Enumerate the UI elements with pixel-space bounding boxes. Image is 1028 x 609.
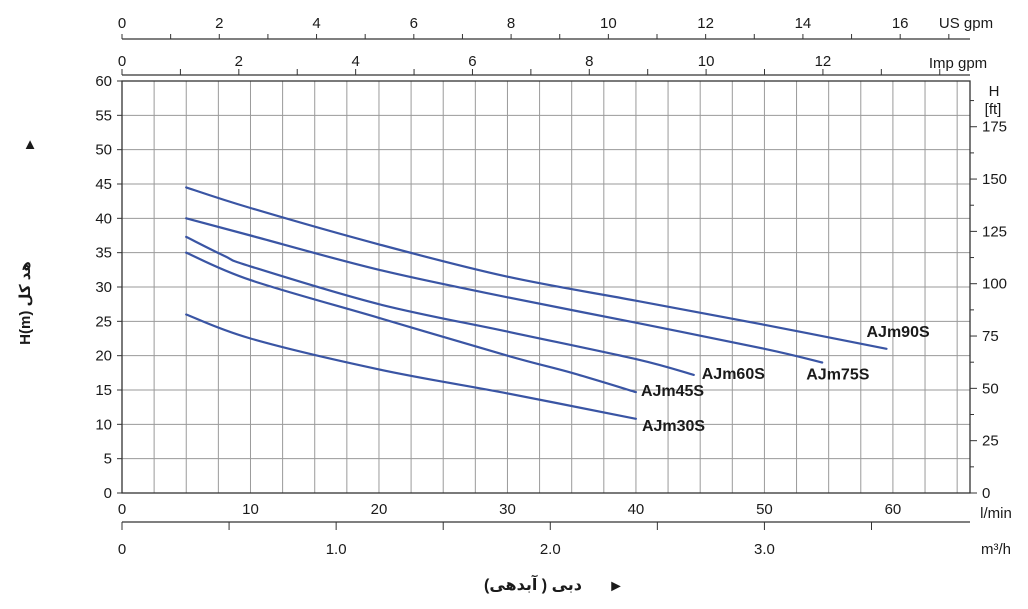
x-tick-label: 40 xyxy=(628,501,645,518)
impgpm-tick-label: 4 xyxy=(351,53,359,70)
usgpm-tick-label: 10 xyxy=(600,15,617,32)
y-tick-label: 20 xyxy=(95,348,112,365)
x-tick-label: 30 xyxy=(499,501,516,518)
usgpm-tick-label: 4 xyxy=(312,15,320,32)
y-tick-label: 5 xyxy=(104,451,112,468)
impgpm-tick-label: 0 xyxy=(118,53,126,70)
x-tick-label: 20 xyxy=(371,501,388,518)
usgpm-tick-label: 16 xyxy=(892,15,909,32)
y-axis-arrow-icon: ▲ xyxy=(23,136,38,153)
y-right-unit-h: H xyxy=(989,83,1000,100)
y-right-tick-label: 0 xyxy=(982,485,990,502)
m3h-tick-label: 0 xyxy=(118,541,126,558)
impgpm-tick-label: 10 xyxy=(698,53,715,70)
series-label-ajm30s: AJm30S xyxy=(642,418,705,435)
x-tick-label: 60 xyxy=(885,501,902,518)
y-tick-label: 15 xyxy=(95,382,112,399)
m3h-unit-label: m³/h xyxy=(981,541,1011,558)
y-tick-label: 25 xyxy=(95,313,112,330)
x-axis-title: دبی ( آبدهی) xyxy=(484,574,582,594)
y-tick-label: 55 xyxy=(95,107,112,124)
x-tick-label: 50 xyxy=(756,501,773,518)
y-right-tick-label: 25 xyxy=(982,433,999,450)
y-right-tick-label: 100 xyxy=(982,276,1007,293)
y-right-tick-label: 75 xyxy=(982,328,999,345)
y-tick-label: 0 xyxy=(104,485,112,502)
series-label-ajm45s: AJm45S xyxy=(641,383,704,400)
series-label-ajm60s: AJm60S xyxy=(702,366,765,383)
series-line-ajm60s xyxy=(185,235,695,376)
usgpm-tick-label: 12 xyxy=(697,15,714,32)
x-tick-label: 10 xyxy=(242,501,259,518)
series-line-ajm45s xyxy=(185,251,637,394)
y-tick-label: 60 xyxy=(95,73,112,90)
impgpm-tick-label: 2 xyxy=(235,53,243,70)
series-label-ajm75s: AJm75S xyxy=(806,367,869,384)
impgpm-unit-label: Imp gpm xyxy=(929,55,987,72)
usgpm-unit-label: US gpm xyxy=(939,15,993,32)
usgpm-tick-label: 8 xyxy=(507,15,515,32)
y-tick-label: 10 xyxy=(95,416,112,433)
y-right-tick-label: 50 xyxy=(982,380,999,397)
y-right-tick-label: 175 xyxy=(982,119,1007,136)
x-axis-arrow-icon: ► xyxy=(608,578,624,595)
series-line-ajm90s xyxy=(185,186,888,350)
y-tick-label: 30 xyxy=(95,279,112,296)
series-line-ajm75s xyxy=(185,217,824,364)
usgpm-tick-label: 0 xyxy=(118,15,126,32)
y-right-tick-label: 125 xyxy=(982,223,1007,240)
x-unit-label: l/min xyxy=(980,505,1012,522)
y-tick-label: 40 xyxy=(95,210,112,227)
y-tick-label: 45 xyxy=(95,176,112,193)
usgpm-tick-label: 14 xyxy=(795,15,812,32)
impgpm-tick-label: 8 xyxy=(585,53,593,70)
usgpm-tick-label: 2 xyxy=(215,15,223,32)
y-tick-label: 50 xyxy=(95,142,112,159)
y-axis-title: H(m) هد کل xyxy=(17,261,34,345)
impgpm-tick-label: 6 xyxy=(468,53,476,70)
x-tick-label: 0 xyxy=(118,501,126,518)
y-tick-label: 35 xyxy=(95,245,112,262)
m3h-tick-label: 3.0 xyxy=(754,541,775,558)
usgpm-tick-label: 6 xyxy=(410,15,418,32)
m3h-tick-label: 2.0 xyxy=(540,541,561,558)
m3h-tick-label: 1.0 xyxy=(326,541,347,558)
impgpm-tick-label: 12 xyxy=(815,53,832,70)
series-line-ajm30s xyxy=(185,313,637,420)
y-right-unit-ft: [ft] xyxy=(985,101,1002,118)
series-label-ajm90s: AJm90S xyxy=(866,324,929,341)
y-right-tick-label: 150 xyxy=(982,171,1007,188)
